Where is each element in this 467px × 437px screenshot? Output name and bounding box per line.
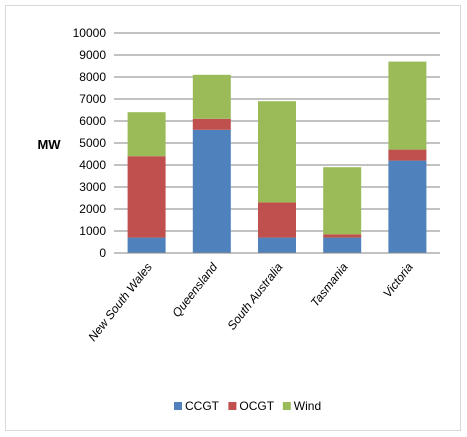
x-tick-label: Victoria (380, 260, 416, 300)
bar-ocgt-queensland (192, 118, 231, 130)
bar-ccgt-new-south-wales (127, 237, 166, 253)
bar-ocgt-tasmania (323, 234, 362, 238)
legend-label-ccgt: CCGT (185, 399, 220, 413)
x-axis-ticks: New South Wales Queensland South Australia… (85, 260, 416, 344)
y-tick-label: 9000 (79, 48, 106, 62)
y-tick-label: 3000 (79, 180, 106, 194)
bar-ccgt-queensland (192, 129, 231, 253)
y-tick-label: 10000 (73, 26, 107, 40)
y-tick-label: 6000 (79, 114, 106, 128)
bar-ccgt-victoria (388, 160, 427, 253)
y-tick-label: 5000 (79, 136, 106, 150)
legend-swatch-wind (282, 402, 291, 410)
chart-frame (5, 5, 461, 431)
x-tick-label: South Australia (225, 260, 286, 333)
y-tick-label: 4000 (79, 158, 106, 172)
y-tick-label: 8000 (79, 70, 106, 84)
y-axis-label: MW (37, 137, 61, 152)
gridlines (114, 32, 440, 232)
bar-wind-tasmania (323, 167, 362, 235)
bar-ocgt-south-australia (258, 202, 296, 238)
bar-wind-victoria (388, 61, 427, 150)
y-tick-label: 0 (99, 246, 106, 260)
bar-wind-south-australia (258, 101, 296, 203)
x-tick-label: Queensland (169, 260, 220, 320)
bar-wind-new-south-wales (127, 112, 166, 157)
legend-swatch-ccgt (174, 402, 182, 410)
y-tick-label: 2000 (79, 202, 106, 216)
x-tick-label: Tasmania (308, 260, 351, 310)
bars (127, 61, 427, 253)
x-tick-label: New South Wales (85, 260, 155, 344)
y-tick-label: 7000 (79, 92, 106, 106)
legend-label-ocgt: OCGT (239, 399, 274, 413)
bar-ocgt-victoria (388, 149, 427, 161)
bar-ccgt-tasmania (323, 237, 362, 253)
bar-ocgt-new-south-wales (127, 156, 166, 238)
legend-label-wind: Wind (294, 399, 321, 413)
legend: CCGT OCGT Wind (174, 399, 321, 413)
y-tick-label: 1000 (79, 224, 106, 238)
y-axis-ticks: 0 1000 2000 3000 4000 5000 6000 7000 8000 9000 100… (73, 26, 107, 260)
bar-ccgt-south-australia (258, 237, 296, 253)
bar-wind-queensland (192, 74, 231, 119)
legend-swatch-ocgt (228, 402, 237, 410)
